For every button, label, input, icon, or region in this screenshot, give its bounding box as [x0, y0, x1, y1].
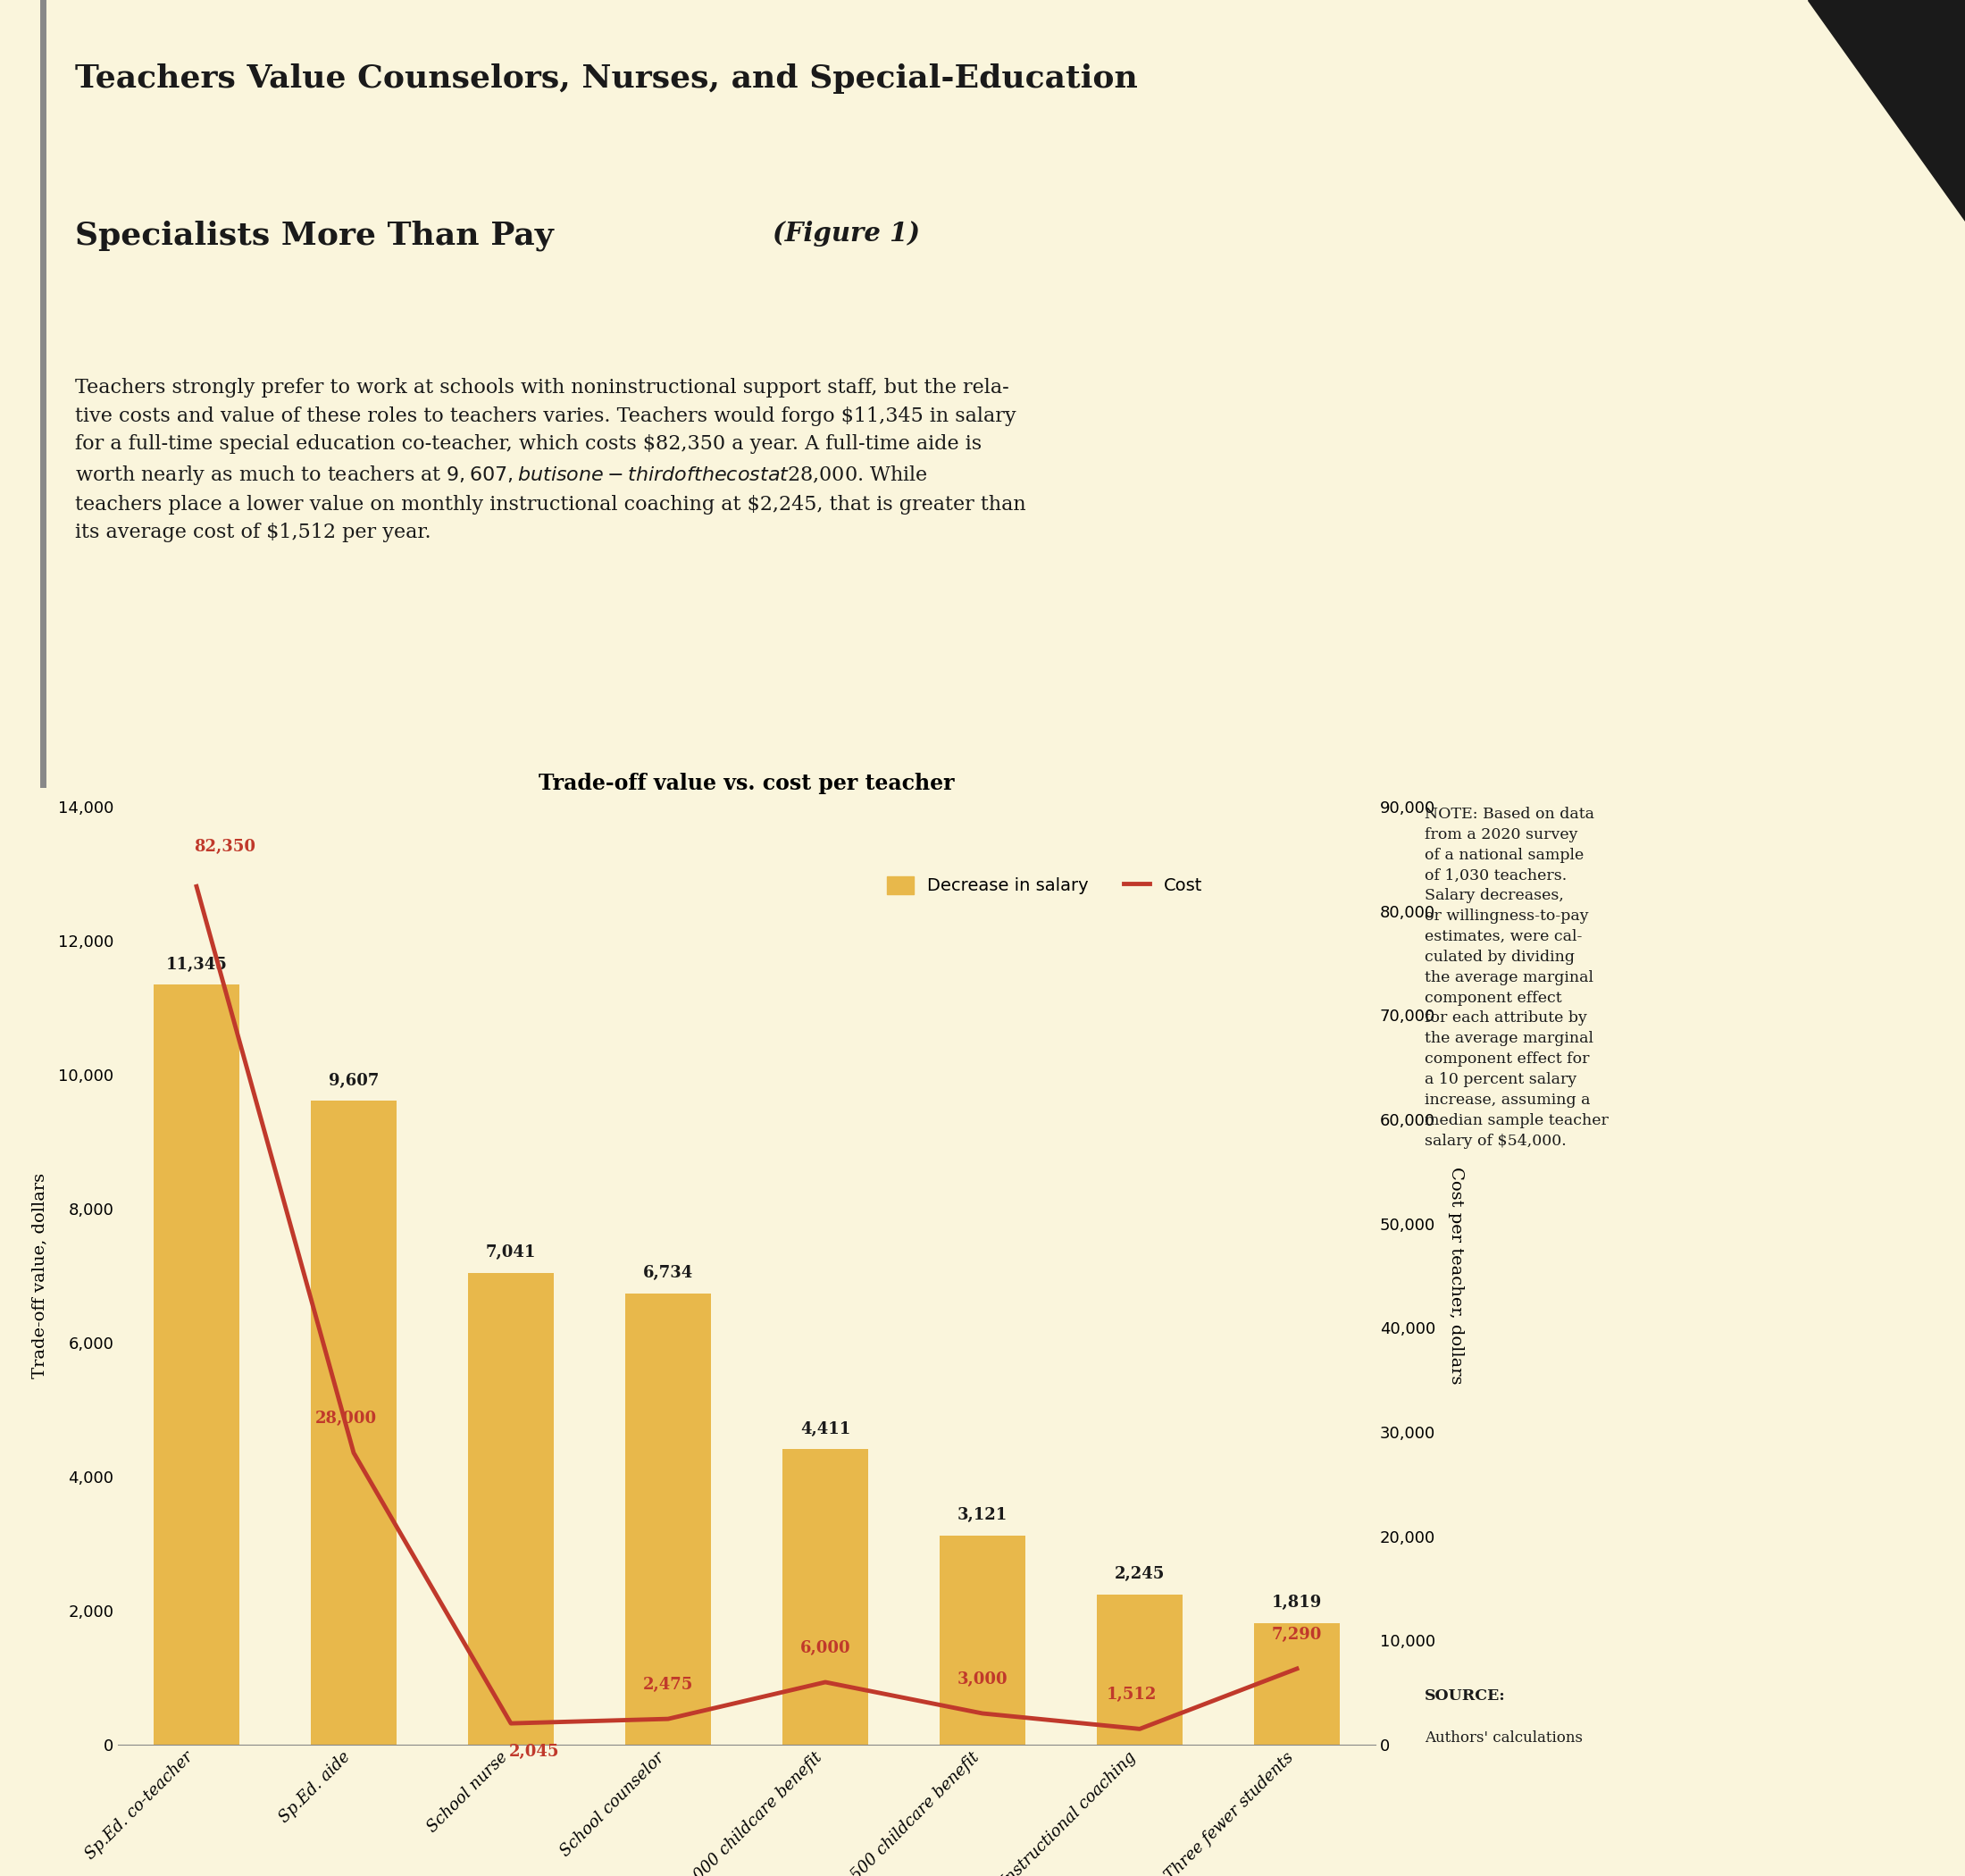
Text: 9,607: 9,607 — [328, 1073, 379, 1088]
Text: NOTE: Based on data
from a 2020 survey
of a national sample
of 1,030 teachers.
S: NOTE: Based on data from a 2020 survey o… — [1425, 807, 1609, 1148]
Text: Teachers Value Counselors, Nurses, and Special-Education: Teachers Value Counselors, Nurses, and S… — [75, 64, 1138, 94]
Bar — [468, 1274, 554, 1745]
Text: 1,819: 1,819 — [1271, 1595, 1322, 1611]
Text: 3,000: 3,000 — [957, 1672, 1008, 1687]
Bar — [1254, 1623, 1340, 1745]
Title: Trade-off value vs. cost per teacher: Trade-off value vs. cost per teacher — [538, 773, 955, 794]
Text: 7,290: 7,290 — [1271, 1626, 1322, 1643]
Polygon shape — [1808, 0, 1965, 221]
Bar — [782, 1448, 869, 1745]
Text: 1,512: 1,512 — [1106, 1687, 1157, 1703]
Bar — [939, 1536, 1026, 1745]
Text: 82,350: 82,350 — [195, 839, 255, 855]
Text: 6,000: 6,000 — [800, 1640, 851, 1657]
Text: Specialists More Than Pay: Specialists More Than Pay — [75, 221, 554, 251]
Y-axis label: Cost per teacher, dollars: Cost per teacher, dollars — [1448, 1167, 1464, 1384]
Text: Teachers strongly prefer to work at schools with noninstructional support staff,: Teachers strongly prefer to work at scho… — [75, 379, 1026, 542]
Text: 11,345: 11,345 — [165, 957, 228, 972]
Bar — [310, 1101, 397, 1745]
Text: 2,475: 2,475 — [643, 1677, 694, 1692]
Text: 2,245: 2,245 — [1114, 1566, 1165, 1581]
Text: 3,121: 3,121 — [957, 1508, 1008, 1523]
Legend: Decrease in salary, Cost: Decrease in salary, Cost — [872, 863, 1216, 908]
Text: (Figure 1): (Figure 1) — [772, 221, 920, 246]
Bar — [153, 985, 240, 1745]
Text: 7,041: 7,041 — [485, 1246, 536, 1261]
Text: 28,000: 28,000 — [314, 1411, 377, 1428]
Bar — [625, 1293, 711, 1745]
Y-axis label: Trade-off value, dollars: Trade-off value, dollars — [31, 1172, 47, 1379]
Text: 6,734: 6,734 — [643, 1264, 694, 1281]
Text: SOURCE:: SOURCE: — [1425, 1688, 1505, 1703]
Text: Authors' calculations: Authors' calculations — [1425, 1730, 1582, 1747]
Bar — [1096, 1595, 1183, 1745]
Text: 2,045: 2,045 — [509, 1745, 560, 1760]
Text: 4,411: 4,411 — [800, 1420, 851, 1437]
